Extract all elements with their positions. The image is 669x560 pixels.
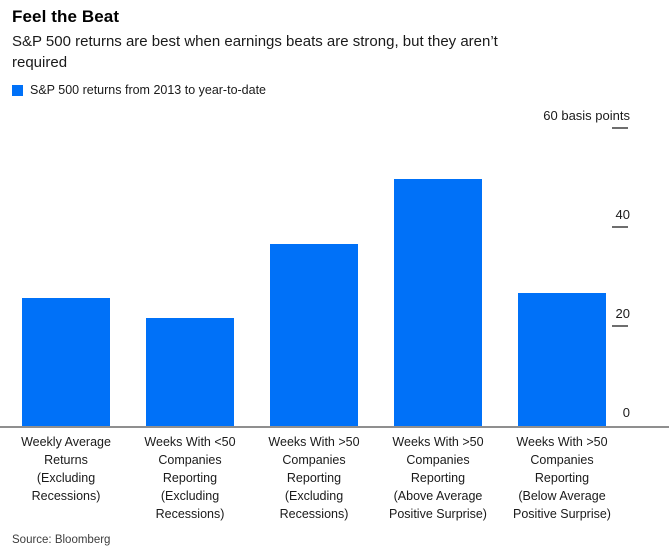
y-tick-label: 60 basis points — [543, 108, 630, 123]
y-tick-label: 0 — [622, 405, 630, 420]
source-note: Source: Bloomberg — [12, 534, 111, 546]
y-tick-mark — [612, 325, 628, 327]
bar — [146, 318, 234, 427]
x-category-label: Weeks With >50 Companies Reporting (Abov… — [389, 435, 487, 521]
x-category-label: Weekly Average Returns (Excluding Recess… — [21, 435, 111, 503]
legend-label: S&P 500 returns from 2013 to year-to-dat… — [30, 83, 267, 97]
chart-title: Feel the Beat — [12, 7, 120, 26]
y-tick-label: 40 — [615, 207, 630, 222]
legend: S&P 500 returns from 2013 to year-to-dat… — [12, 83, 266, 97]
x-axis-line — [0, 426, 669, 428]
x-category-label: Weeks With <50 Companies Reporting (Excl… — [144, 435, 236, 521]
bar — [518, 293, 606, 427]
bar — [394, 179, 482, 427]
y-tick-mark — [612, 127, 628, 129]
bar — [22, 298, 110, 427]
chart-subtitle: S&P 500 returns are best when earnings b… — [12, 33, 498, 71]
y-tick-label: 20 — [615, 306, 630, 321]
bar — [270, 244, 358, 427]
x-category-label: Weeks With >50 Companies Reporting (Belo… — [513, 435, 611, 521]
x-category-label: Weeks With >50 Companies Reporting (Excl… — [268, 435, 360, 521]
y-tick-mark — [612, 226, 628, 228]
legend-swatch-icon — [12, 84, 23, 96]
